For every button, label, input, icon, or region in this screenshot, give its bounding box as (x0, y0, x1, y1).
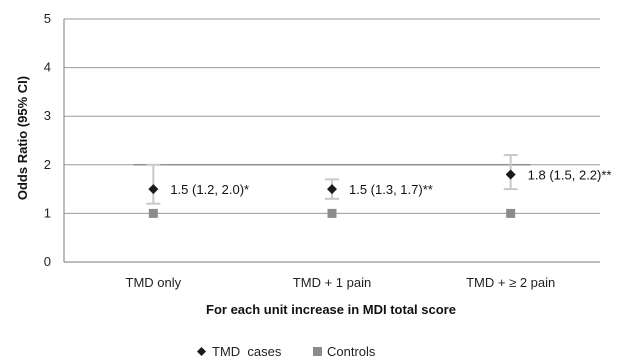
legend-control-square-icon (313, 347, 322, 356)
x-axis-title: For each unit increase in MDI total scor… (206, 302, 456, 317)
control-marker (327, 208, 337, 218)
x-category-label: TMD + ≥ 2 pain (466, 275, 555, 290)
control-marker (506, 208, 516, 218)
legend-case-label: TMD cases (212, 344, 282, 358)
y-tick-labels: 0 1 2 3 4 5 (44, 11, 51, 269)
x-category-labels: TMD only TMD + 1 pain TMD + ≥ 2 pain (126, 275, 556, 290)
data-label: 1.5 (1.2, 2.0)* (170, 182, 249, 197)
legend-control-label: Controls (327, 344, 376, 358)
legend-case-diamond-icon (197, 347, 206, 356)
y-tick-label: 0 (44, 254, 51, 269)
x-category-label: TMD + 1 pain (293, 275, 371, 290)
case-marker (148, 184, 159, 195)
case-marker (505, 169, 516, 180)
data-label: 1.5 (1.3, 1.7)** (349, 182, 433, 197)
control-markers (148, 208, 516, 218)
control-marker (148, 208, 158, 218)
y-tick-label: 2 (44, 157, 51, 172)
legend: TMD cases Controls (197, 344, 376, 358)
y-axis-title: Odds Ratio (95% CI) (15, 76, 30, 200)
y-tick-label: 5 (44, 11, 51, 26)
y-tick-label: 3 (44, 108, 51, 123)
case-markers (148, 169, 516, 195)
data-label: 1.8 (1.5, 2.2)** (528, 168, 612, 183)
axes (63, 19, 600, 263)
x-category-label: TMD only (126, 275, 182, 290)
y-tick-label: 1 (44, 205, 51, 220)
data-labels: 1.5 (1.2, 2.0)* 1.5 (1.3, 1.7)** 1.8 (1.5,… (170, 168, 611, 198)
y-tick-label: 4 (44, 60, 51, 75)
case-marker (327, 184, 337, 195)
